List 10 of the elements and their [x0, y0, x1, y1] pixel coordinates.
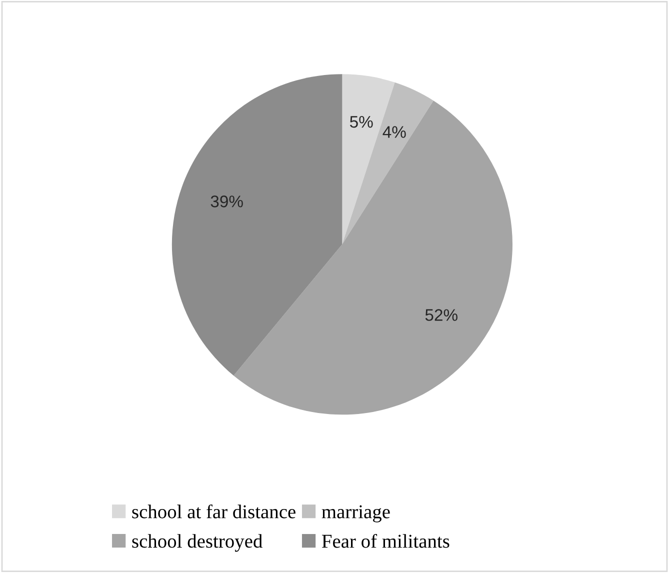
pie-slice	[342, 82, 434, 244]
data-label: 5%	[350, 116, 373, 128]
legend-label: school destroyed	[132, 534, 262, 552]
data-label: 52%	[425, 309, 458, 321]
legend-label: marriage	[322, 505, 390, 522]
data-label: 4%	[382, 126, 406, 138]
legend-label: school at far distance	[132, 504, 296, 518]
pie-slice	[172, 74, 342, 376]
legend-label: Fear of militants	[322, 534, 450, 548]
data-label: 39%	[210, 196, 243, 208]
